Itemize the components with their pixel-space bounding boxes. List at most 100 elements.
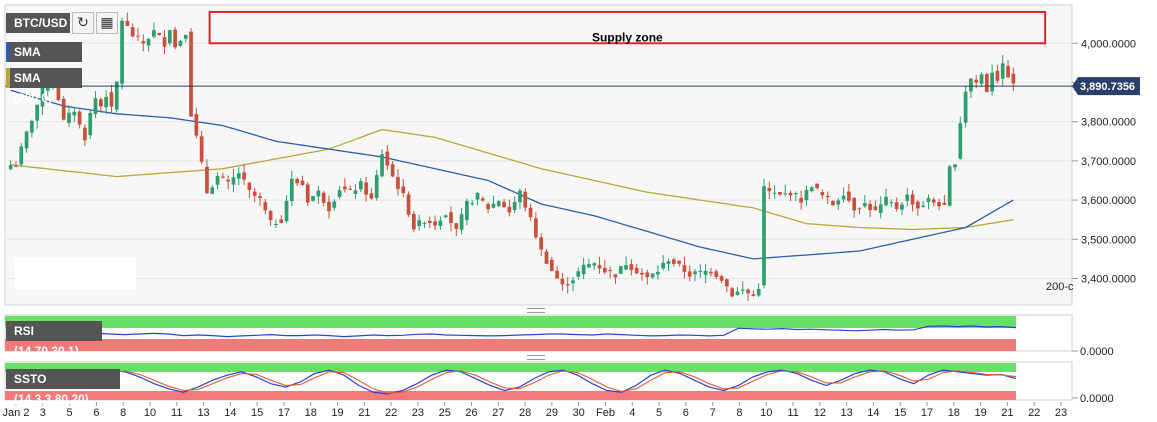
candle <box>645 269 650 285</box>
candle <box>507 199 512 217</box>
candle <box>671 257 676 267</box>
candle <box>486 201 490 214</box>
x-tick-label: 23 <box>1055 407 1067 419</box>
supply-zone-box <box>208 10 1047 45</box>
candlestick-series <box>8 12 1016 302</box>
candle <box>661 255 666 271</box>
sma200-legend[interactable]: SMA (200,0) <box>6 68 82 105</box>
candle <box>958 116 963 160</box>
candle <box>316 185 321 205</box>
ssto-d-line <box>7 370 1017 394</box>
candle <box>894 197 899 212</box>
y-tick-label: 3,700.0000 <box>1081 156 1136 168</box>
candle <box>98 97 103 113</box>
rsi-legend[interactable]: RSI (14,70,30,1) <box>6 321 102 358</box>
candle <box>120 17 124 90</box>
candle <box>788 190 793 202</box>
candle <box>889 199 894 208</box>
candle <box>470 199 475 206</box>
candle <box>305 182 310 206</box>
candle <box>364 177 368 202</box>
candle <box>199 130 204 165</box>
candle <box>242 163 246 185</box>
candle <box>756 283 761 298</box>
candle <box>969 78 973 98</box>
rsi-oversold-zone <box>5 339 1016 351</box>
candle <box>900 201 904 216</box>
candle <box>396 169 400 196</box>
x-tick-label: 6 <box>93 407 99 419</box>
candle <box>878 196 883 219</box>
sma100-legend[interactable]: SMA (100,0) <box>6 42 82 79</box>
ssto-overbought-zone <box>5 363 1016 372</box>
candle <box>459 207 464 235</box>
candle <box>465 198 469 226</box>
candle <box>311 195 315 202</box>
x-tick-label: 25 <box>439 407 451 419</box>
candle <box>35 104 40 129</box>
x-tick-label: 4 <box>629 407 635 419</box>
candle <box>125 12 130 26</box>
candle <box>321 190 326 207</box>
sma100-line <box>10 89 1014 260</box>
calendar-icon[interactable]: ▦ <box>96 12 118 34</box>
symbol-label[interactable]: BTC/USD <box>6 13 70 33</box>
ssto-legend[interactable]: SSTO (14,3,3,80,20) <box>6 369 120 406</box>
x-tick-label: 22 <box>1028 407 1040 419</box>
candle <box>534 212 538 240</box>
candle <box>247 182 252 199</box>
candle <box>931 197 936 207</box>
candle <box>629 259 634 276</box>
candle <box>953 164 957 172</box>
rsi-axis-label: 0.0000 <box>1080 346 1114 358</box>
candle <box>502 199 506 209</box>
x-tick-label: 19 <box>331 407 343 419</box>
candle <box>847 183 851 203</box>
candle <box>873 200 878 211</box>
x-tick-label: 18 <box>948 407 960 419</box>
candle <box>698 264 703 278</box>
x-tick-label: 5 <box>656 407 662 419</box>
rsi-overbought-zone <box>5 316 1016 328</box>
candle <box>77 109 82 129</box>
pane-resize-handle-2[interactable] <box>527 355 545 360</box>
pane-resize-handle-1[interactable] <box>527 308 545 313</box>
x-tick-label: Jan 2 <box>3 407 30 419</box>
candle <box>284 195 289 224</box>
candle <box>40 83 45 115</box>
candle <box>618 266 623 274</box>
candle <box>587 258 591 269</box>
x-tick-label: 5 <box>67 407 73 419</box>
x-tick-label: 7 <box>710 407 716 419</box>
x-tick-label: 10 <box>760 407 772 419</box>
candle <box>624 256 628 270</box>
candle <box>438 216 443 230</box>
candle <box>677 260 681 267</box>
candle <box>793 191 798 202</box>
y-tick-label: 3,500.0000 <box>1081 234 1136 246</box>
price-grid <box>5 42 1072 279</box>
rsi-line <box>7 325 1017 338</box>
candle <box>337 185 342 200</box>
candle <box>820 189 825 200</box>
candle <box>709 267 713 277</box>
x-tick-label: 13 <box>197 407 209 419</box>
candle <box>1011 67 1016 92</box>
candle <box>109 84 114 114</box>
candle <box>831 199 835 207</box>
candle <box>454 223 459 237</box>
x-tick-label: 14 <box>867 407 879 419</box>
candle <box>433 215 437 230</box>
price-plot-area[interactable] <box>4 4 1073 306</box>
x-tick-label: 10 <box>144 407 156 419</box>
candle <box>868 200 872 218</box>
candle <box>8 160 13 171</box>
blank-overlay <box>15 257 136 289</box>
candle <box>666 258 671 271</box>
candle <box>995 64 1000 84</box>
refresh-icon[interactable]: ↻ <box>72 12 94 34</box>
candle <box>385 145 390 171</box>
candle <box>910 190 915 212</box>
candle <box>518 188 522 209</box>
candle <box>231 168 236 193</box>
